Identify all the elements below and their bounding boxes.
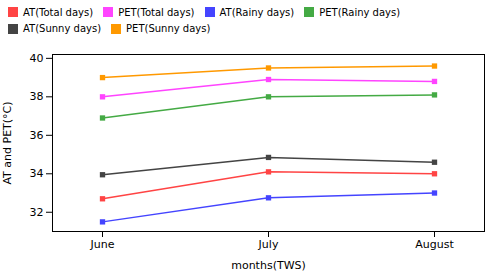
svg-text:months(TWS): months(TWS) <box>231 259 306 272</box>
html-text:AT(Rainy days): AT(Rainy days) <box>219 6 295 18</box>
svg-text:32: 32 <box>30 206 44 219</box>
svg-text:AT and PET(°C): AT and PET(°C) <box>1 101 14 184</box>
html-text:AT(Sunny days): AT(Sunny days) <box>23 23 101 35</box>
html-text:PET(Sunny days): PET(Sunny days) <box>126 23 211 35</box>
html-text:PET(Rainy days): PET(Rainy days) <box>319 6 401 18</box>
svg-text:40: 40 <box>30 52 44 65</box>
html-text:AT(Total days): AT(Total days) <box>23 6 94 18</box>
html-text:PET(Total days): PET(Total days) <box>118 6 195 18</box>
svg-text:July: July <box>258 238 279 251</box>
svg-text:34: 34 <box>30 167 44 180</box>
svg-text:36: 36 <box>30 129 44 142</box>
svg-text:August: August <box>415 238 454 251</box>
svg-text:June: June <box>90 238 115 251</box>
svg-text:38: 38 <box>30 90 44 103</box>
